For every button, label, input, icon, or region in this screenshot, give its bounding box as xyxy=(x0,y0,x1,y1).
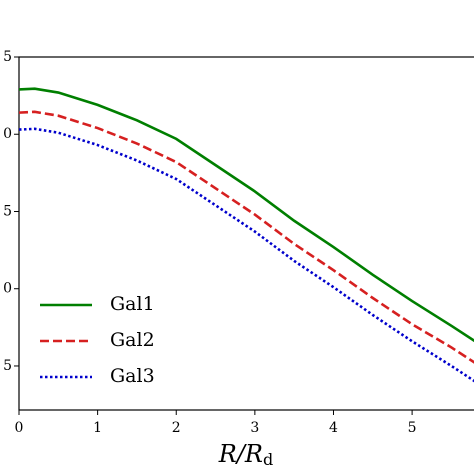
legend-label: Gal2 xyxy=(110,329,155,351)
x-label-main: R/R xyxy=(218,440,263,468)
legend-label: Gal3 xyxy=(110,365,155,387)
x-tick-label: 0 xyxy=(15,420,24,436)
series-line xyxy=(18,127,474,383)
plot-frame xyxy=(18,56,474,411)
x-tick-label: 2 xyxy=(172,420,181,436)
y-tick-label: 0 xyxy=(3,126,12,142)
series-line xyxy=(18,87,474,343)
series-line xyxy=(18,110,474,364)
y-tick-label: 0 xyxy=(3,281,12,297)
x-label-sub: d xyxy=(263,450,273,469)
x-tick-label: 1 xyxy=(93,420,102,436)
y-tick-label: 5 xyxy=(3,203,12,219)
x-axis-label: R/Rd xyxy=(218,440,273,469)
y-tick-label: 5 xyxy=(3,49,12,65)
x-tick-label: 4 xyxy=(329,420,338,436)
y-tick-label: 5 xyxy=(3,358,12,374)
legend-label: Gal1 xyxy=(110,293,155,315)
x-tick-label: 5 xyxy=(408,420,417,436)
x-tick-label: 3 xyxy=(250,420,259,436)
